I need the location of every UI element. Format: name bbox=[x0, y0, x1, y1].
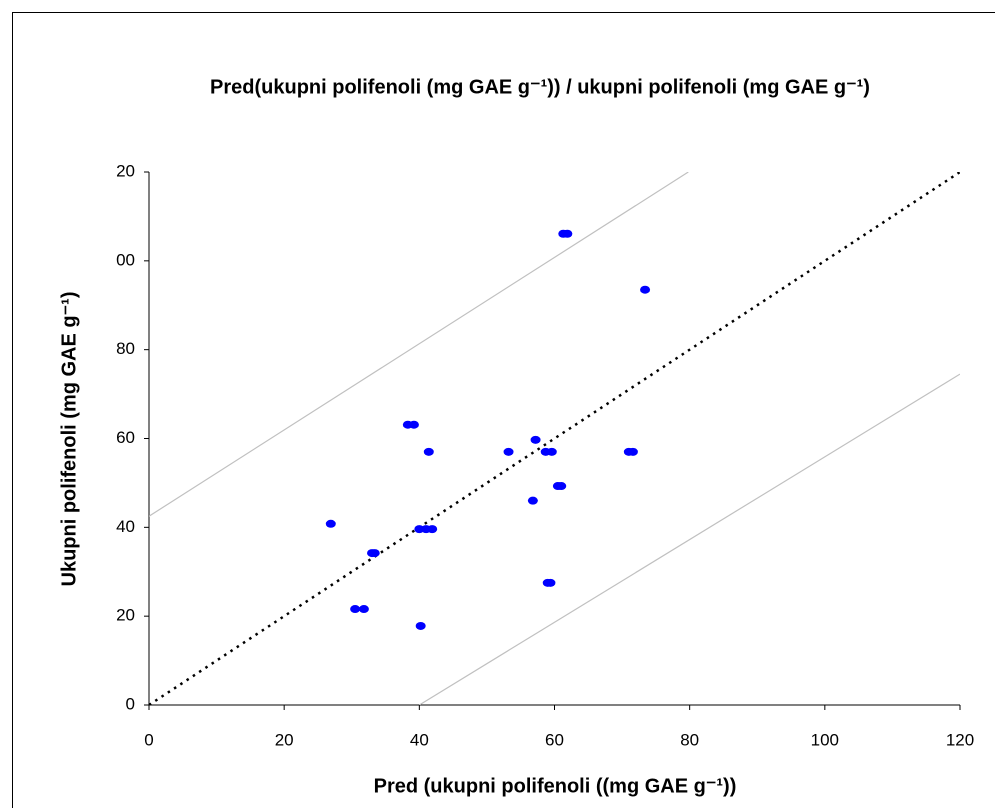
point bbox=[408, 420, 419, 429]
y-tick-label: 20 bbox=[116, 606, 135, 625]
y-tick-label: 00 bbox=[116, 250, 135, 269]
point bbox=[427, 525, 438, 534]
point bbox=[627, 447, 638, 456]
y-tick-label: 40 bbox=[116, 517, 135, 536]
x-tick-label: 100 bbox=[811, 730, 839, 749]
confidence-line bbox=[149, 172, 689, 517]
x-tick-label: 120 bbox=[946, 730, 974, 749]
chart-title: Pred(ukupni polifenoli (mg GAE g⁻¹)) / u… bbox=[210, 76, 870, 98]
x-tick-label: 0 bbox=[144, 730, 153, 749]
point bbox=[640, 285, 651, 294]
x-tick-label: 60 bbox=[545, 730, 564, 749]
point bbox=[527, 496, 538, 505]
point bbox=[530, 435, 541, 444]
point bbox=[503, 447, 514, 456]
y-tick-label: 60 bbox=[116, 428, 135, 447]
point bbox=[415, 621, 426, 630]
point bbox=[369, 549, 380, 558]
point bbox=[546, 447, 557, 456]
chart-border bbox=[12, 12, 995, 808]
point bbox=[325, 519, 336, 528]
y-tick-label: 20 bbox=[116, 161, 135, 180]
y-axis-label: Ukupni polifenoli (mg GAE g⁻¹) bbox=[58, 292, 80, 587]
y-tick-label: 80 bbox=[116, 339, 135, 358]
x-tick-label: 20 bbox=[275, 730, 294, 749]
x-tick-label: 40 bbox=[410, 730, 429, 749]
x-tick-label: 80 bbox=[680, 730, 699, 749]
x-axis-label: Pred (ukupni polifenoli ((mg GAE g⁻¹)) bbox=[374, 775, 737, 797]
point bbox=[350, 605, 361, 614]
y-tick-label: 0 bbox=[126, 694, 135, 713]
confidence-line bbox=[419, 373, 960, 705]
point bbox=[556, 482, 567, 491]
point bbox=[358, 605, 369, 614]
point bbox=[545, 578, 556, 587]
point bbox=[562, 229, 573, 238]
point bbox=[423, 447, 434, 456]
